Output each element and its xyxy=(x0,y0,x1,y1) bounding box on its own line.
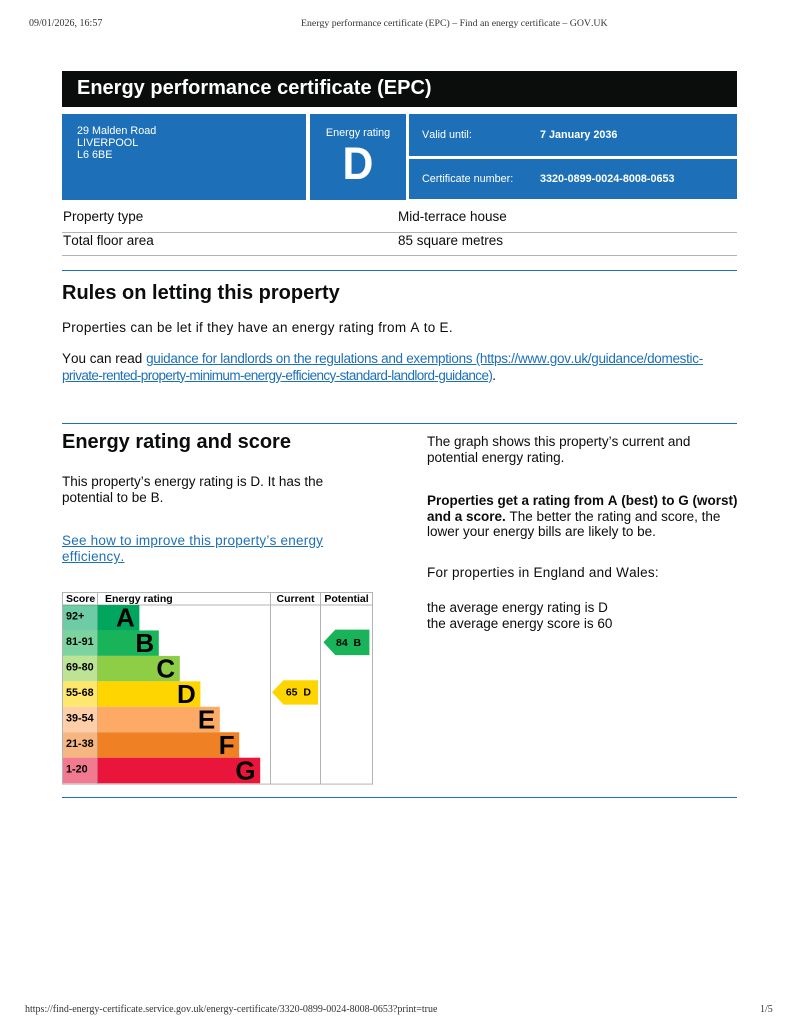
svg-text:D: D xyxy=(177,679,196,709)
svg-text:E: E xyxy=(198,704,215,734)
svg-text:Energy rating: Energy rating xyxy=(105,593,173,605)
svg-text:C: C xyxy=(156,654,175,684)
svg-text:G: G xyxy=(235,755,255,785)
svg-text:84 B: 84 B xyxy=(336,637,362,649)
svg-text:1-20: 1-20 xyxy=(66,763,88,775)
svg-text:81-91: 81-91 xyxy=(66,636,94,648)
svg-text:21-38: 21-38 xyxy=(66,738,94,750)
svg-text:Current: Current xyxy=(277,593,315,605)
svg-text:55-68: 55-68 xyxy=(66,687,94,699)
svg-text:39-54: 39-54 xyxy=(66,713,94,725)
svg-text:B: B xyxy=(135,628,154,658)
svg-text:Score: Score xyxy=(66,593,95,605)
svg-text:69-80: 69-80 xyxy=(66,662,94,674)
svg-text:Potential: Potential xyxy=(324,593,368,605)
svg-text:92+: 92+ xyxy=(66,611,84,623)
svg-text:65 D: 65 D xyxy=(286,687,312,699)
svg-text:A: A xyxy=(116,603,135,633)
svg-text:F: F xyxy=(219,730,235,760)
